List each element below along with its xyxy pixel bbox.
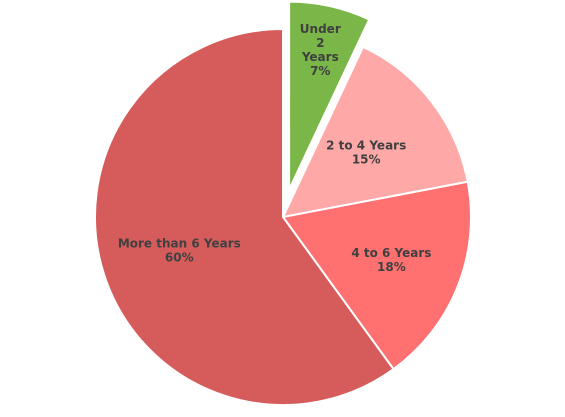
pie-slice-under-2-years <box>288 0 371 191</box>
data-label-line: Years <box>301 50 339 64</box>
data-label-line: 15% <box>352 152 381 166</box>
data-label-line: Under <box>300 22 341 36</box>
data-label-under-2-years: Under 2 Years 7% <box>300 22 341 78</box>
data-label-4-to-6-years: 4 to 6 Years 18% <box>351 246 431 274</box>
data-label-line: 18% <box>377 260 406 274</box>
pie-slice-more-than-6-years <box>94 27 395 406</box>
data-label-line: 2 to 4 Years <box>326 138 406 152</box>
pie-slice-4-to-6-years <box>281 180 472 371</box>
pie-slice-2-to-4-years <box>281 45 469 219</box>
data-label-line: 7% <box>310 64 330 78</box>
data-label-line: More than 6 Years <box>118 237 241 251</box>
data-label-line: 2 <box>316 36 324 50</box>
data-label-line: 60% <box>165 251 194 265</box>
data-label-2-to-4-years: 2 to 4 Years 15% <box>326 138 406 166</box>
data-label-more-than-6-years: More than 6 Years 60% <box>118 237 241 265</box>
data-label-line: 4 to 6 Years <box>351 246 431 260</box>
